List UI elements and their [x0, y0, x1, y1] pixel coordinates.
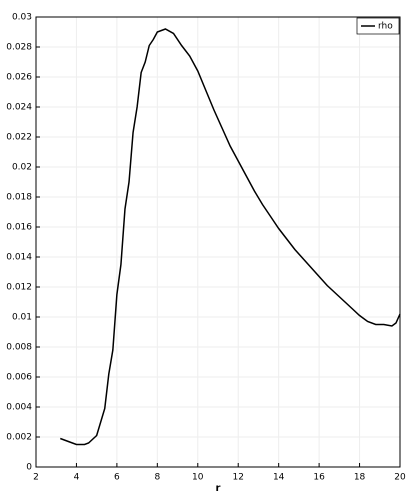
legend-box	[356, 17, 400, 35]
x-tick-label: 6	[114, 473, 120, 483]
y-tick-label: 0.002	[6, 433, 32, 443]
y-tick-label: 0.008	[6, 343, 32, 353]
y-tick-label: 0	[26, 463, 32, 473]
x-tick-label: 20	[394, 473, 406, 483]
x-tick-label: 12	[232, 473, 243, 483]
y-tick-label: 0.006	[6, 373, 32, 383]
y-tick-label: 0.03	[12, 13, 32, 23]
y-tick-label: 0.014	[6, 253, 32, 263]
y-tick-label: 0.012	[6, 283, 32, 293]
x-tick-label: 10	[192, 473, 204, 483]
x-tick-label: 14	[273, 473, 285, 483]
x-axis-label: r	[216, 483, 221, 494]
y-tick-label: 0.022	[6, 133, 32, 143]
y-tick-label: 0.024	[6, 103, 32, 113]
x-tick-label: 18	[354, 473, 366, 483]
x-tick-label: 2	[33, 473, 39, 483]
legend-label: rho	[378, 22, 393, 32]
x-tick-label: 4	[74, 473, 80, 483]
data-line	[60, 28, 401, 446]
x-tick-label: 8	[154, 473, 160, 483]
y-tick-label: 0.026	[6, 73, 32, 83]
y-tick-label: 0.02	[12, 163, 32, 173]
y-tick-label: 0.018	[6, 193, 32, 203]
plot-frame	[35, 16, 401, 468]
y-tick-label: 0.016	[6, 223, 32, 233]
y-tick-label: 0.028	[6, 43, 32, 53]
y-tick-label: 0.004	[6, 403, 32, 413]
x-tick-label: 16	[313, 473, 325, 483]
y-tick-label: 0.01	[12, 313, 32, 323]
